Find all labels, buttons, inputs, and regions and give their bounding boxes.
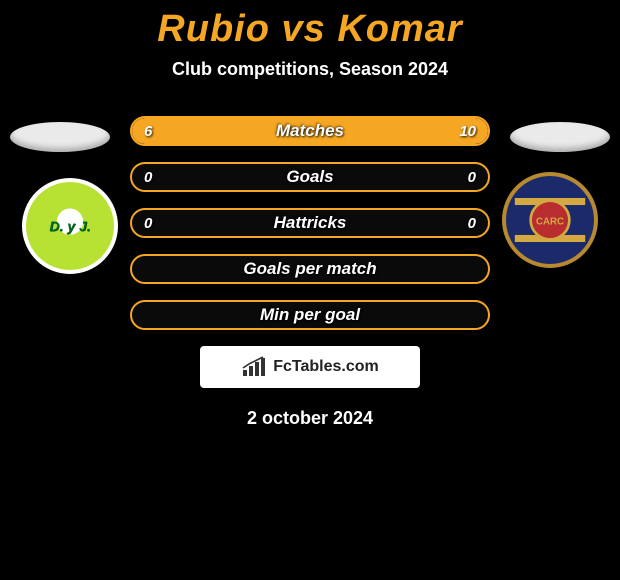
page-subtitle: Club competitions, Season 2024 [0, 59, 620, 80]
brand-text: FcTables.com [273, 358, 379, 376]
stat-row-goals-per-match: Goals per match [130, 254, 490, 284]
stat-row-hattricks: 0 Hattricks 0 [130, 208, 490, 238]
stat-label: Matches [132, 121, 488, 141]
brand-badge[interactable]: FcTables.com [200, 346, 420, 388]
club-crest-right-svg: CARC [506, 176, 594, 264]
club-crest-right-text: CARC [536, 216, 564, 227]
club-crest-right: CARC [502, 172, 598, 268]
stat-label: Hattricks [132, 213, 488, 233]
player-photo-placeholder-left [10, 122, 110, 152]
stat-value-right: 10 [459, 123, 476, 140]
bar-chart-icon [241, 356, 267, 378]
stat-label: Goals per match [132, 259, 488, 279]
page-title: Rubio vs Komar [0, 0, 620, 51]
comparison-card: Rubio vs Komar Club competitions, Season… [0, 0, 620, 580]
stat-row-matches: 6 Matches 10 [130, 116, 490, 146]
date-text: 2 october 2024 [0, 408, 620, 429]
club-crest-left: D. y J. [22, 178, 118, 274]
stat-label: Min per goal [132, 305, 488, 325]
player-photo-placeholder-right [510, 122, 610, 152]
club-crest-left-text: D. y J. [49, 218, 90, 234]
stats-container: 6 Matches 10 0 Goals 0 0 Hattricks 0 Goa… [130, 116, 490, 330]
stat-value-right: 0 [468, 215, 476, 232]
stat-row-goals: 0 Goals 0 [130, 162, 490, 192]
stat-label: Goals [132, 167, 488, 187]
stat-row-min-per-goal: Min per goal [130, 300, 490, 330]
stat-value-right: 0 [468, 169, 476, 186]
